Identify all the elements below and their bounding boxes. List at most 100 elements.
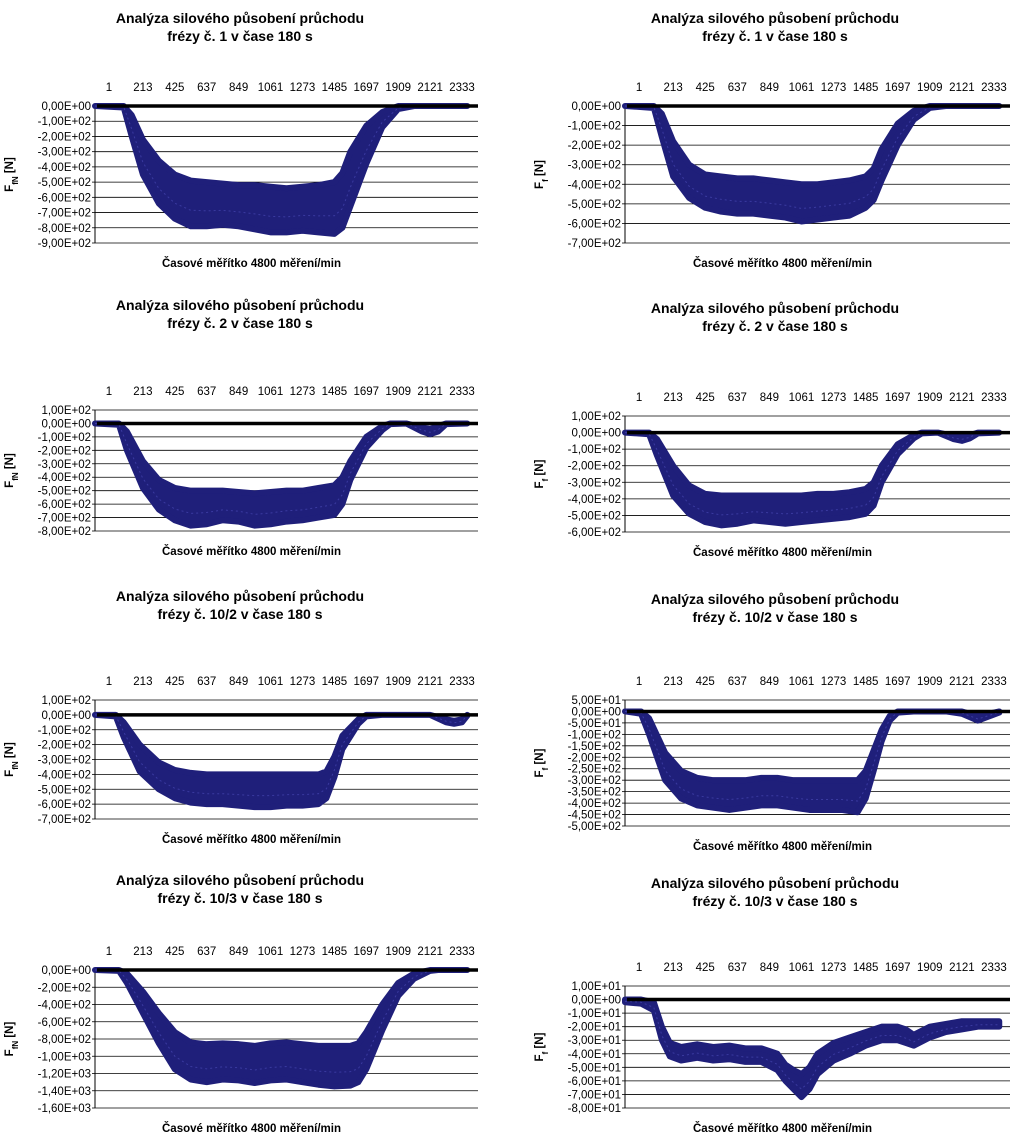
y-tick-label: -7,00E+02 [568,238,621,250]
chart-title-line1: Analýza silového působení průchodu [115,588,365,604]
x-tick-label: 1273 [821,962,847,974]
x-tick-label: 213 [664,82,683,94]
x-axis-label: Časové měřítko 4800 měření/min [693,546,872,559]
x-tick-label: 1061 [258,82,284,94]
y-tick-label: -1,00E+02 [38,116,91,128]
y-tick-label: -4,00E+02 [38,769,91,781]
y-tick-label: -7,00E+02 [38,814,91,826]
x-tick-label: 1909 [917,676,943,688]
y-tick-label: -2,00E+02 [568,461,621,473]
y-tick-label: -4,00E+01 [568,1049,621,1061]
chart-panel: Analýza silového působení průchodu frézy… [0,862,480,1146]
x-tick-label: 1909 [917,962,943,974]
y-tick-label: -3,00E+02 [568,775,621,787]
x-tick-label: 2333 [981,392,1007,404]
x-tick-label: 637 [728,392,747,404]
chart-title-line1: Analýza silového působení průchodu [650,875,900,891]
x-tick-label: 1697 [353,386,379,398]
data-series-texture [624,710,1000,802]
y-tick-label: -2,00E+02 [38,982,91,994]
y-tick-label: 0,00E+00 [41,710,91,722]
y-tick-label: -4,00E+02 [568,179,621,191]
x-tick-label: 2333 [449,386,475,398]
x-tick-label: 425 [165,676,184,688]
chart-plot: 1,00E+02 0,00E+00 -1,00E+02 -2,00E+02 -3,00E… [4,676,478,846]
chart-title-line2: frézy č. 10/2 v čase 180 s [157,606,323,622]
x-tick-label: 2121 [417,946,443,958]
x-tick-label: 425 [165,386,184,398]
y-tick-label: -4,00E+02 [38,162,91,174]
data-series [92,711,471,811]
data-series-texture [94,969,468,1073]
y-tick-label: -4,00E+02 [568,798,621,810]
x-tick-label: 213 [133,676,152,688]
x-tick-label: 2333 [981,676,1007,688]
y-tick-label: -7,00E+02 [38,208,91,220]
x-tick-label: 1909 [385,386,411,398]
x-tick-label: 1 [106,82,112,94]
data-series [622,996,1003,1101]
y-tick-label: -3,00E+02 [38,755,91,767]
x-tick-label: 637 [728,676,747,688]
y-tick-label: -6,00E+02 [38,1017,91,1029]
x-tick-label: 425 [165,82,184,94]
y-tick-label: -3,00E+02 [568,160,621,172]
x-tick-label: 637 [728,962,747,974]
y-tick-label: 1,00E+02 [41,405,91,417]
x-tick-label: 1485 [853,82,879,94]
x-tick-label: 1061 [789,82,815,94]
chart-panel: Analýza silového působení průchodu frézy… [0,0,480,285]
x-tick-label: 1697 [353,946,379,958]
data-series [622,708,1003,816]
y-axis-label: FfN [N] [4,453,20,488]
x-tick-label: 637 [197,82,216,94]
x-tick-label: 849 [760,962,779,974]
y-tick-label: -6,00E+02 [38,799,91,811]
x-tick-label: 849 [760,392,779,404]
y-tick-label: -8,00E+01 [568,1103,621,1115]
chart-panel: Analýza silového působení průchodu frézy… [530,581,1020,866]
chart-title-line1: Analýza silového působení průchodu [115,872,365,888]
x-tick-label: 1061 [258,386,284,398]
y-axis-label: FfN [N] [4,157,20,192]
y-tick-label: -8,00E+02 [38,526,91,538]
chart-title-line1: Analýza silového působení průchodu [115,297,365,313]
y-tick-label: 5,00E+01 [571,695,621,707]
y-tick-label: -6,00E+02 [38,192,91,204]
chart-title-line2: frézy č. 1 v čase 180 s [702,28,848,44]
y-tick-label: -6,00E+01 [568,1076,621,1088]
y-tick-label: 0,00E+00 [571,428,621,440]
y-tick-label: -7,00E+02 [38,513,91,525]
chart-title-line1: Analýza silového působení průchodu [650,300,900,316]
y-tick-label: -5,00E+02 [38,177,91,189]
x-tick-label: 1273 [821,392,847,404]
x-tick-label: 1909 [385,82,411,94]
y-tick-label: 0,00E+00 [41,418,91,430]
y-tick-label: -8,00E+02 [38,223,91,235]
y-axis-label: Ff [N] [534,160,550,189]
y-tick-label: -3,00E+01 [568,1035,621,1047]
y-tick-label: -2,50E+02 [568,764,621,776]
x-axis-label: Časové měřítko 4800 měření/min [162,1122,341,1135]
x-tick-label: 1273 [821,676,847,688]
x-tick-label: 2121 [949,676,975,688]
x-tick-label: 1 [636,392,642,404]
chart-plot: 1,00E+02 0,00E+00 -1,00E+02 -2,00E+02 -3,00E… [534,392,1010,559]
x-tick-label: 1909 [385,946,411,958]
x-tick-label: 1485 [853,392,879,404]
y-tick-label: -5,00E+01 [568,1062,621,1074]
x-tick-label: 1909 [917,392,943,404]
chart-plot: 0,00E+00 -2,00E+02 -4,00E+02 -6,00E+02 -8,00… [4,946,478,1135]
x-tick-label: 1 [636,82,642,94]
y-tick-label: -2,00E+02 [38,740,91,752]
y-axis-label: FfN [N] [4,742,20,777]
x-tick-label: 637 [197,676,216,688]
y-tick-label: -5,00E+02 [38,784,91,796]
y-axis-label: FfN [N] [4,1022,20,1057]
chart-panel: Analýza silového působení průchodu frézy… [0,287,480,572]
y-tick-label: -2,00E+02 [38,445,91,457]
y-tick-label: -5,00E+02 [568,821,621,833]
x-tick-label: 1 [106,676,112,688]
y-tick-label: -1,00E+03 [38,1051,91,1063]
x-tick-label: 1485 [322,386,348,398]
